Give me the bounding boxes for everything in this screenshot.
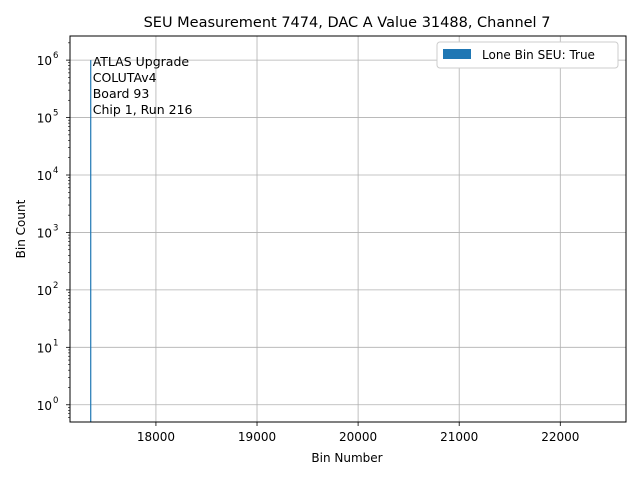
legend: Lone Bin SEU: True	[436, 41, 619, 69]
y-tick-exponent: 5	[53, 109, 58, 119]
x-tick-label: 18000	[137, 430, 175, 444]
y-tick-label: 10	[37, 112, 52, 126]
annotation-line: ATLAS Upgrade	[93, 54, 190, 69]
histogram-bars	[90, 60, 92, 422]
legend-box	[436, 41, 619, 69]
annotation-line: Board 93	[93, 86, 150, 101]
annotation-line: COLUTAv4	[93, 70, 157, 85]
y-tick-label: 10	[37, 284, 52, 298]
chart-title: SEU Measurement 7474, DAC A Value 31488,…	[144, 15, 551, 31]
y-tick-exponent: 6	[53, 51, 58, 61]
legend-swatch	[443, 49, 471, 59]
x-tick-label: 19000	[238, 430, 276, 444]
y-tick-label: 10	[37, 341, 52, 355]
y-axis-label: Bin Count	[14, 199, 28, 258]
x-axis-label: Bin Number	[311, 451, 382, 465]
y-tick-exponent: 0	[53, 396, 58, 406]
y-tick-label: 10	[37, 226, 52, 240]
y-tick-label: 10	[37, 169, 52, 183]
x-tick-label: 20000	[339, 430, 377, 444]
grid-lines	[70, 36, 626, 422]
histogram-bar	[90, 60, 92, 422]
y-tick-exponent: 4	[53, 166, 58, 176]
y-tick-label: 10	[37, 399, 52, 413]
x-tick-label: 21000	[440, 430, 478, 444]
x-axis-ticks: 18000 19000 20000 21000 22000	[137, 422, 579, 444]
legend-label: Lone Bin SEU: True	[482, 48, 595, 62]
annotation-line: Chip 1, Run 216	[93, 102, 193, 117]
x-tick-label: 22000	[541, 430, 579, 444]
y-tick-exponent: 2	[53, 281, 58, 291]
y-tick-exponent: 1	[53, 338, 58, 348]
plot-frame	[69, 35, 627, 423]
y-tick-label: 10	[37, 54, 52, 68]
y-tick-exponent: 3	[53, 223, 58, 233]
